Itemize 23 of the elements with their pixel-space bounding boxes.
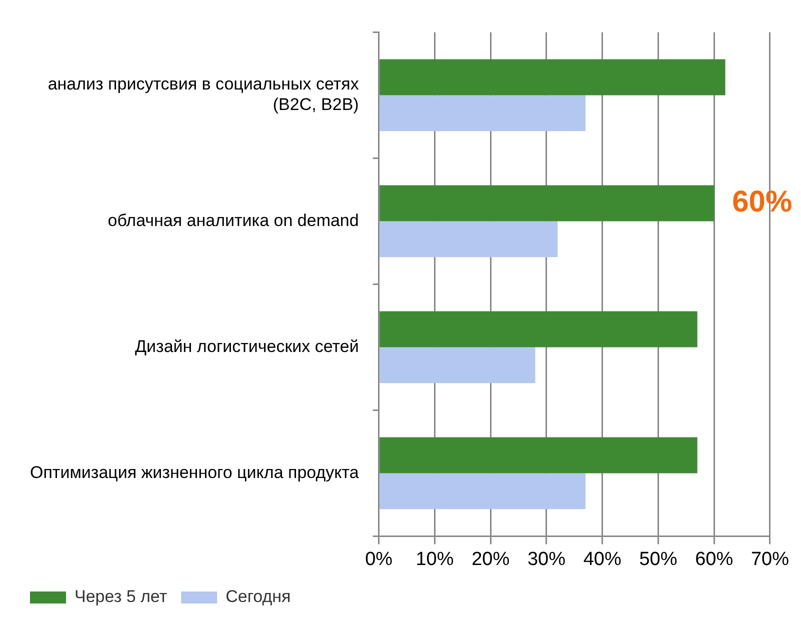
annotation: 60%: [732, 186, 792, 219]
bar: [380, 437, 698, 474]
x-tick-label: 30%: [527, 548, 566, 570]
legend-label: Сегодня: [226, 587, 291, 606]
bar: [380, 59, 726, 96]
bar: [380, 95, 586, 132]
y-tick-label: анализ присутсвия в социальных сетях (B2C, B2B): [48, 74, 360, 114]
bar: [380, 221, 558, 258]
x-tick-label: 0%: [365, 548, 393, 570]
x-tick-label: 60%: [695, 548, 734, 570]
y-tick-label: Дизайн логистических сетей: [135, 336, 359, 356]
x-tick-label: 10%: [416, 548, 454, 570]
y-tick-label: Оптимизация жизненного цикла продукта: [30, 462, 360, 482]
x-tick-label: 40%: [583, 548, 622, 570]
y-tick-label: облачная аналитика on demand: [108, 210, 359, 230]
legend-label: Через 5 лет: [74, 587, 168, 606]
bar: [380, 185, 714, 222]
x-tick-label: 50%: [639, 548, 678, 570]
bar: [380, 311, 698, 348]
bar: [380, 347, 536, 384]
x-tick-label: 20%: [472, 548, 510, 570]
x-tick-label: 70%: [750, 548, 790, 570]
bar: [380, 473, 586, 510]
